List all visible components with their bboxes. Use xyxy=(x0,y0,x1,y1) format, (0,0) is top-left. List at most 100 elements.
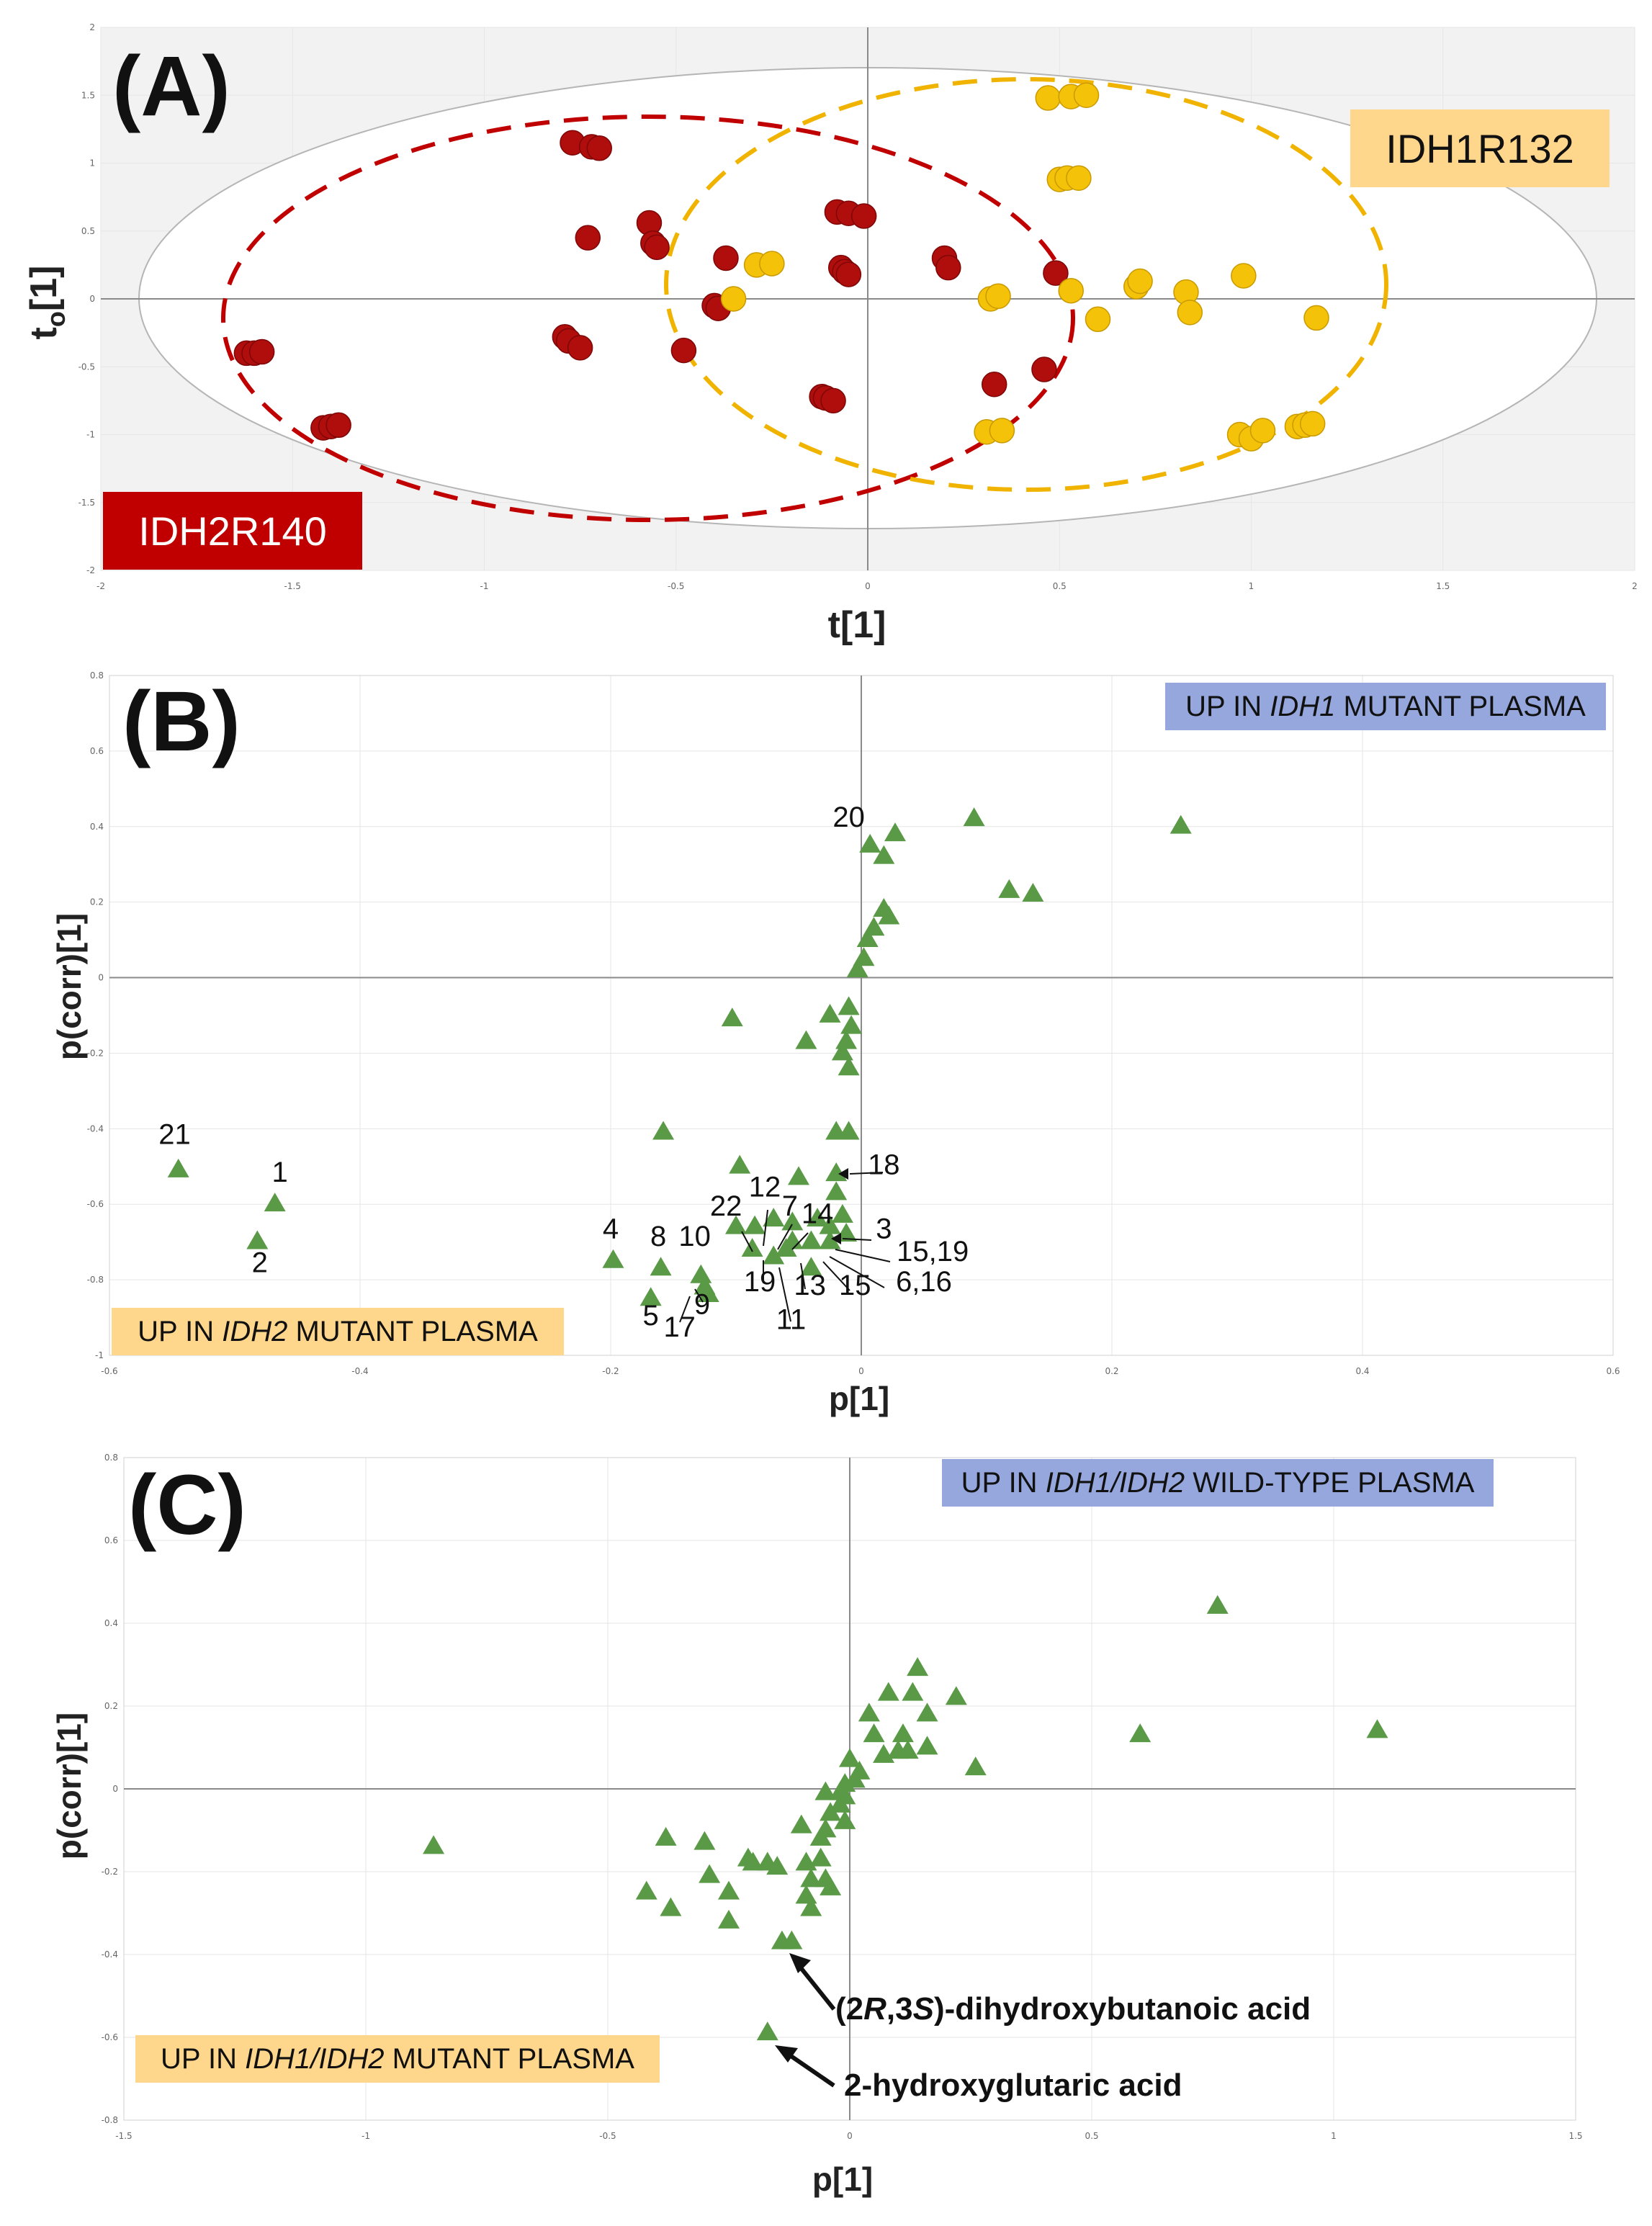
panel-a-zero-lines xyxy=(101,27,1635,570)
panel-b-xtick-label: -0.4 xyxy=(351,1366,368,1376)
metabolite-marker xyxy=(963,807,985,827)
panel-c-xtick-label: 1.5 xyxy=(1568,2131,1582,2141)
up-mutant-italic: IDH1/IDH2 xyxy=(245,2043,384,2075)
arrowhead-dihydroxybutanoic xyxy=(789,1953,811,1973)
metabolite-marker xyxy=(820,1876,842,1895)
panel-c-ytick-label: 0.2 xyxy=(104,1701,118,1711)
leader-6-16 xyxy=(829,1256,885,1288)
panel-a-ytick-label: -2 xyxy=(86,565,95,575)
panel-a-xtick-label: -1.5 xyxy=(284,581,301,591)
metabolite-marker xyxy=(650,1257,672,1276)
idh2r140-point xyxy=(713,245,739,271)
leader-5 xyxy=(679,1296,691,1323)
leader-3 xyxy=(842,1238,872,1241)
up-idh1-mutant-label: UP IN IDH1 MUTANT PLASMA xyxy=(1185,691,1586,722)
metabolite-marker xyxy=(744,1215,766,1234)
point-label: 12 xyxy=(749,1172,781,1203)
idh2r140-point xyxy=(567,335,593,361)
metabolite-marker xyxy=(892,1723,914,1743)
metabolite-marker xyxy=(718,1909,740,1929)
idh1r132-point xyxy=(985,283,1011,309)
panel-b-xlabel: p[1] xyxy=(829,1380,889,1417)
metabolite-marker xyxy=(800,1868,822,1888)
up-idh2-italic: IDH2 xyxy=(222,1316,287,1347)
point-label: 9 xyxy=(694,1288,710,1320)
panel-c-ytick-label: 0.8 xyxy=(104,1453,118,1463)
leader-11 xyxy=(778,1267,791,1322)
metabolite-marker xyxy=(639,1287,662,1306)
metabolite-marker xyxy=(763,1245,785,1265)
panel-c-tick-labels: -1.5 -1 -0.5 0 0.5 1 1.5 -0.8 -0.6 -0.4 -0.2 0 0.2 0.… xyxy=(102,1453,1583,2141)
metabolite-marker xyxy=(819,1230,841,1249)
up-idh2-prefix: UP IN xyxy=(138,1316,222,1347)
panel-a-ytick-label: 2 xyxy=(89,22,95,32)
up-idh2-suffix: MUTANT PLASMA xyxy=(287,1316,538,1347)
metabolite-marker xyxy=(652,1121,675,1140)
leader-7 xyxy=(777,1224,793,1250)
panel-a-ylabel-tail: [1] xyxy=(23,266,65,312)
panel-a-ytick-label: -1.5 xyxy=(78,498,95,508)
idh2r140-point xyxy=(935,254,961,281)
ann1-i2: S xyxy=(913,1991,934,2027)
metabolite-marker xyxy=(699,1864,721,1883)
metabolite-marker xyxy=(775,1238,797,1257)
metabolite-marker xyxy=(795,1030,817,1049)
metabolite-marker xyxy=(809,1847,832,1867)
panel-a-xtick-label: 1.5 xyxy=(1436,581,1450,591)
metabolite-marker xyxy=(814,1781,837,1800)
metabolite-marker xyxy=(902,1682,924,1701)
metabolite-marker xyxy=(800,1230,822,1249)
metabolite-marker xyxy=(423,1835,445,1854)
panel-c-xtick-label: 0 xyxy=(847,2131,853,2141)
metabolite-marker xyxy=(863,1723,885,1743)
leader-18 xyxy=(849,1172,884,1175)
idh1r132-point xyxy=(1177,300,1203,326)
panel-b-ytick-label: -0.8 xyxy=(87,1275,104,1285)
metabolite-marker xyxy=(859,833,881,853)
leader-9 xyxy=(694,1288,704,1303)
leader-15-19 xyxy=(835,1249,891,1262)
red-group-ellipse xyxy=(221,115,1075,522)
idh2r140-point xyxy=(981,372,1007,398)
metabolite-marker xyxy=(1022,883,1044,902)
panel-b-xtick-label: 0.2 xyxy=(1105,1366,1118,1376)
point-label: 6,16 xyxy=(896,1266,952,1298)
ann1-post: )-dihydroxybutanoic acid xyxy=(934,1991,1311,2027)
point-label: 7 xyxy=(782,1190,798,1222)
panel-c-ytick-label: -0.6 xyxy=(102,2032,118,2042)
panel-b: -0.6 -0.4 -0.2 0 0.2 0.4 0.6 -1 -0.8 -0.6 -0.4 -0.2… xyxy=(50,670,1620,1417)
panel-c-points xyxy=(423,1594,1388,2041)
idh1r132-point xyxy=(759,251,785,277)
metabolite-marker xyxy=(809,1826,832,1846)
panel-a-ytick-label: 1 xyxy=(89,158,95,169)
panel-c-xlabel: p[1] xyxy=(812,2160,873,2198)
metabolite-marker xyxy=(718,1880,740,1900)
up-idh1-idh2-mutant-box xyxy=(135,2035,660,2083)
metabolite-marker xyxy=(998,879,1020,898)
metabolite-marker xyxy=(964,1756,987,1776)
panel-a-xtick-label: 1 xyxy=(1249,581,1254,591)
up-wildtype-box xyxy=(942,1459,1494,1507)
metabolite-marker xyxy=(742,1852,764,1871)
panel-b-xtick-label: 0.6 xyxy=(1606,1366,1620,1376)
up-wildtype-prefix: UP IN xyxy=(961,1467,1046,1499)
metabolite-marker xyxy=(907,1657,929,1677)
metabolite-marker xyxy=(819,1215,841,1234)
panel-b-xtick-label: -0.6 xyxy=(101,1366,117,1376)
metabolite-marker xyxy=(655,1826,677,1846)
panel-b-xtick-label: -0.2 xyxy=(602,1366,619,1376)
idh2r140-point xyxy=(644,234,670,261)
metabolite-marker xyxy=(825,1162,848,1182)
metabolite-marker xyxy=(873,1743,895,1763)
metabolite-marker xyxy=(916,1702,938,1722)
up-idh2-mutant-label: UP IN IDH2 MUTANT PLASMA xyxy=(138,1316,538,1347)
metabolite-marker xyxy=(795,1885,817,1904)
metabolite-marker xyxy=(831,1041,853,1061)
point-label: 2 xyxy=(252,1247,268,1279)
metabolite-marker xyxy=(834,1810,856,1829)
metabolite-marker xyxy=(846,958,868,977)
up-idh1-suffix: MUTANT PLASMA xyxy=(1335,691,1586,722)
metabolite-marker xyxy=(729,1154,751,1174)
leader-15 xyxy=(822,1261,850,1291)
